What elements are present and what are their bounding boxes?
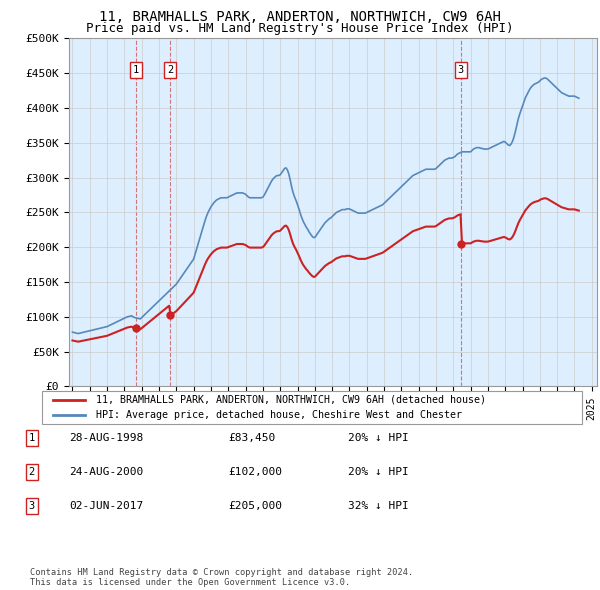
Text: 3: 3 [457, 65, 464, 75]
Text: 11, BRAMHALLS PARK, ANDERTON, NORTHWICH, CW9 6AH (detached house): 11, BRAMHALLS PARK, ANDERTON, NORTHWICH,… [96, 395, 486, 405]
Text: 2: 2 [167, 65, 173, 75]
Text: £205,000: £205,000 [228, 502, 282, 511]
Text: 20% ↓ HPI: 20% ↓ HPI [348, 467, 409, 477]
Text: Price paid vs. HM Land Registry's House Price Index (HPI): Price paid vs. HM Land Registry's House … [86, 22, 514, 35]
Text: 1: 1 [133, 65, 139, 75]
Text: 02-JUN-2017: 02-JUN-2017 [69, 502, 143, 511]
Text: 20% ↓ HPI: 20% ↓ HPI [348, 433, 409, 442]
FancyBboxPatch shape [42, 391, 582, 424]
Text: 32% ↓ HPI: 32% ↓ HPI [348, 502, 409, 511]
Text: 3: 3 [29, 502, 35, 511]
Text: £83,450: £83,450 [228, 433, 275, 442]
Text: Contains HM Land Registry data © Crown copyright and database right 2024.
This d: Contains HM Land Registry data © Crown c… [30, 568, 413, 587]
Text: 11, BRAMHALLS PARK, ANDERTON, NORTHWICH, CW9 6AH: 11, BRAMHALLS PARK, ANDERTON, NORTHWICH,… [99, 10, 501, 24]
Text: 1: 1 [29, 433, 35, 442]
Text: 28-AUG-1998: 28-AUG-1998 [69, 433, 143, 442]
Text: £102,000: £102,000 [228, 467, 282, 477]
Text: 2: 2 [29, 467, 35, 477]
Text: HPI: Average price, detached house, Cheshire West and Chester: HPI: Average price, detached house, Ches… [96, 411, 462, 420]
Text: 24-AUG-2000: 24-AUG-2000 [69, 467, 143, 477]
